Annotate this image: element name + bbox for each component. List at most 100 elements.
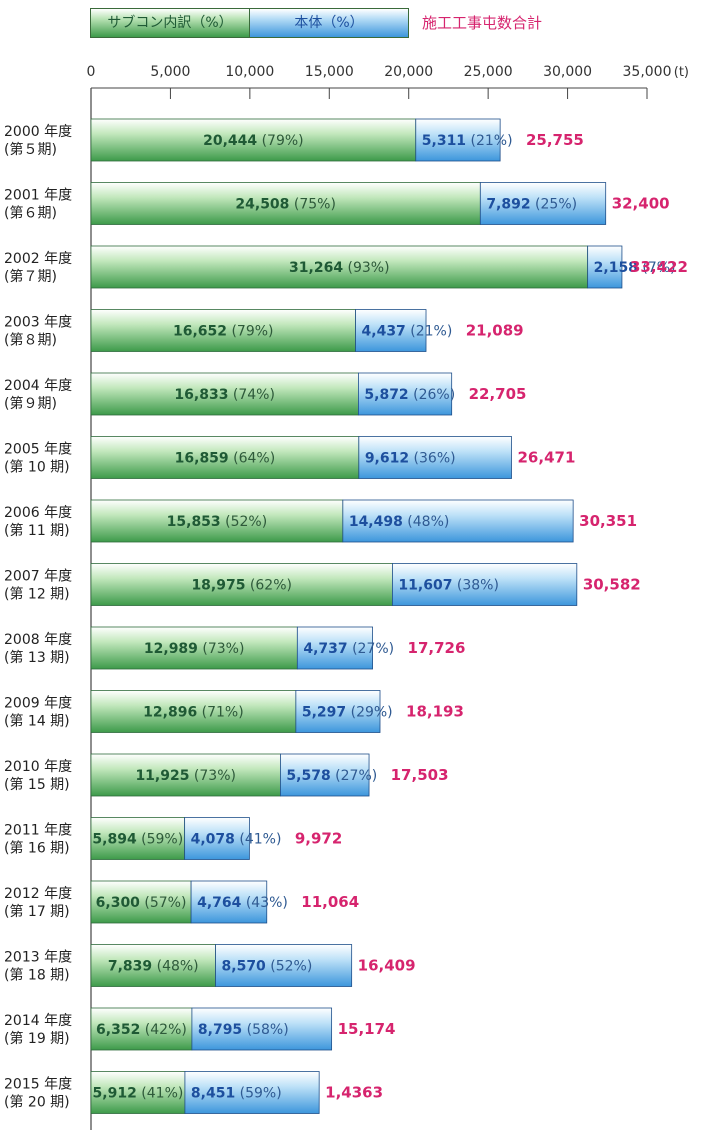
bar-main xyxy=(587,245,623,289)
bars: 20,444 (79%) 5,311 (21%) 25,755 24,508 (75%… xyxy=(90,118,688,1114)
bar-main-value: 8,451 xyxy=(191,1086,235,1102)
category-labels: 2000 年度(第５期) 2001 年度(第６期) 2002 年度(第７期) 2003… xyxy=(4,124,72,1111)
bar-row: 7,839 (48%) 8,570 (52%) 16,409 xyxy=(90,944,416,987)
bar-main-value: 5,578 xyxy=(286,768,330,784)
category-label-year: 2014 年度 xyxy=(4,1013,72,1029)
bar-total-label: 18,193 xyxy=(406,703,464,721)
bar-sub-percent: (73%) xyxy=(189,768,236,784)
category-label-year: 2009 年度 xyxy=(4,696,72,712)
bar-main-percent: (41%) xyxy=(235,832,282,848)
category-label-term: (第８期) xyxy=(4,332,57,349)
legend-main-label: 本体（%） xyxy=(294,15,364,31)
bar-main xyxy=(342,499,574,543)
bar-main-label: 4,078 (41%) xyxy=(191,832,282,848)
bar-main xyxy=(191,1007,333,1051)
bar-sub xyxy=(90,880,192,924)
bar-total-label: 21,089 xyxy=(466,322,524,340)
bar-main xyxy=(295,690,381,733)
bar-main-percent: (52%) xyxy=(266,959,313,975)
bar-total-label: 1,4363 xyxy=(325,1084,383,1102)
bar-main-percent: (26%) xyxy=(409,387,456,403)
bar-sub-label: 11,925 (73%) xyxy=(135,768,236,784)
bar-sub-percent: (71%) xyxy=(197,705,244,721)
bar-total-label: 30,351 xyxy=(579,512,637,530)
x-axis-unit: (t) xyxy=(674,65,689,80)
bar-main-percent: (43%) xyxy=(241,895,288,911)
category-label-term: (第６期) xyxy=(4,205,57,222)
bar-main-percent: (21%) xyxy=(466,133,513,149)
category-label-term: (第 17 期) xyxy=(4,903,70,920)
bar-total-label: 33,422 xyxy=(630,258,688,276)
bar-sub-percent: (79%) xyxy=(257,133,304,149)
bar-sub-percent: (62%) xyxy=(245,578,291,594)
bar-main-label: 8,570 (52%) xyxy=(222,959,313,975)
bar-sub xyxy=(90,753,281,797)
bar-sub-value: 5,912 xyxy=(93,1086,137,1102)
bar-sub-value: 16,859 xyxy=(175,451,229,467)
category-label-year: 2008 年度 xyxy=(4,632,72,648)
bar-sub-percent: (52%) xyxy=(221,514,268,530)
bar-main-value: 5,297 xyxy=(302,705,346,721)
bar-sub-label: 16,652 (79%) xyxy=(173,324,274,340)
bar-sub-label: 7,839 (48%) xyxy=(108,959,199,975)
x-tick-label: 0 xyxy=(87,64,96,80)
bar-sub-label: 31,264 (93%) xyxy=(289,260,390,276)
category-label-term: (第 15 期) xyxy=(4,776,70,793)
bar-sub-percent: (75%) xyxy=(289,197,336,213)
bar-main-value: 4,437 xyxy=(362,324,406,340)
category-label-term: (第 14 期) xyxy=(4,713,70,730)
bar-total-label: 17,726 xyxy=(408,639,466,657)
bar-sub xyxy=(90,499,344,543)
bar-row: 15,853 (52%) 14,498 (48%) 30,351 xyxy=(90,499,637,543)
bar-sub-percent: (73%) xyxy=(198,641,245,657)
bar-sub-value: 7,839 xyxy=(108,959,152,975)
bar-sub xyxy=(90,245,589,289)
bar-sub xyxy=(90,182,481,225)
bar-main-percent: (38%) xyxy=(452,578,499,594)
bar-sub-value: 12,896 xyxy=(143,705,197,721)
bar-row: 16,859 (64%) 9,612 (36%) 26,471 xyxy=(90,436,575,479)
bar-row: 16,652 (79%) 4,437 (21%) 21,089 xyxy=(90,309,524,352)
bar-row: 12,896 (71%) 5,297 (29%) 18,193 xyxy=(90,690,464,733)
bar-sub-value: 15,853 xyxy=(167,514,221,530)
bar-main xyxy=(358,372,453,416)
category-label-term: (第 12 期) xyxy=(4,586,70,603)
bar-sub xyxy=(90,626,298,670)
bar-sub-label: 24,508 (75%) xyxy=(235,197,336,213)
bar-main-value: 4,078 xyxy=(191,832,235,848)
bar-sub-percent: (79%) xyxy=(227,324,274,340)
bar-row: 6,300 (57%) 4,764 (43%) 11,064 xyxy=(90,880,359,924)
bar-main-label: 9,612 (36%) xyxy=(365,451,456,467)
category-label-term: (第９期) xyxy=(4,395,57,412)
bar-row: 6,352 (42%) 8,795 (58%) 15,174 xyxy=(90,1007,396,1051)
bar-sub-label: 16,859 (64%) xyxy=(175,451,276,467)
bar-sub-percent: (57%) xyxy=(140,895,187,911)
category-label-year: 2013 年度 xyxy=(4,950,72,966)
bar-sub-percent: (41%) xyxy=(137,1086,184,1102)
bar-sub-percent: (93%) xyxy=(343,260,390,276)
bar-sub-percent: (74%) xyxy=(228,387,275,403)
bar-row: 20,444 (79%) 5,311 (21%) 25,755 xyxy=(90,118,584,162)
bar-main-percent: (36%) xyxy=(409,451,456,467)
bar-main xyxy=(358,436,512,479)
bar-main xyxy=(415,118,501,162)
bar-main-value: 5,872 xyxy=(364,387,408,403)
bar-row: 16,833 (74%) 5,872 (26%) 22,705 xyxy=(90,372,527,416)
bar-sub-value: 11,925 xyxy=(135,768,189,784)
bar-main-percent: (58%) xyxy=(242,1022,289,1038)
category-label-year: 2001 年度 xyxy=(4,188,72,204)
bar-main-percent: (48%) xyxy=(403,514,450,530)
category-label-year: 2004 年度 xyxy=(4,378,72,394)
bar-sub xyxy=(90,118,417,162)
bar-row: 12,989 (73%) 4,737 (27%) 17,726 xyxy=(90,626,466,670)
category-label-term: (第 13 期) xyxy=(4,649,70,666)
bar-main-percent: (27%) xyxy=(348,641,395,657)
bar-row: 11,925 (73%) 5,578 (27%) 17,503 xyxy=(90,753,449,797)
bar-main-value: 14,498 xyxy=(349,514,403,530)
bar-main-label: 4,437 (21%) xyxy=(362,324,453,340)
bar-sub xyxy=(90,372,359,416)
bar-row: 31,264 (93%) 2,158 (7%)33,422 xyxy=(90,245,688,289)
bar-total-label: 22,705 xyxy=(469,385,527,403)
bar-main xyxy=(184,1071,320,1114)
bar-main-label: 5,872 (26%) xyxy=(364,387,455,403)
